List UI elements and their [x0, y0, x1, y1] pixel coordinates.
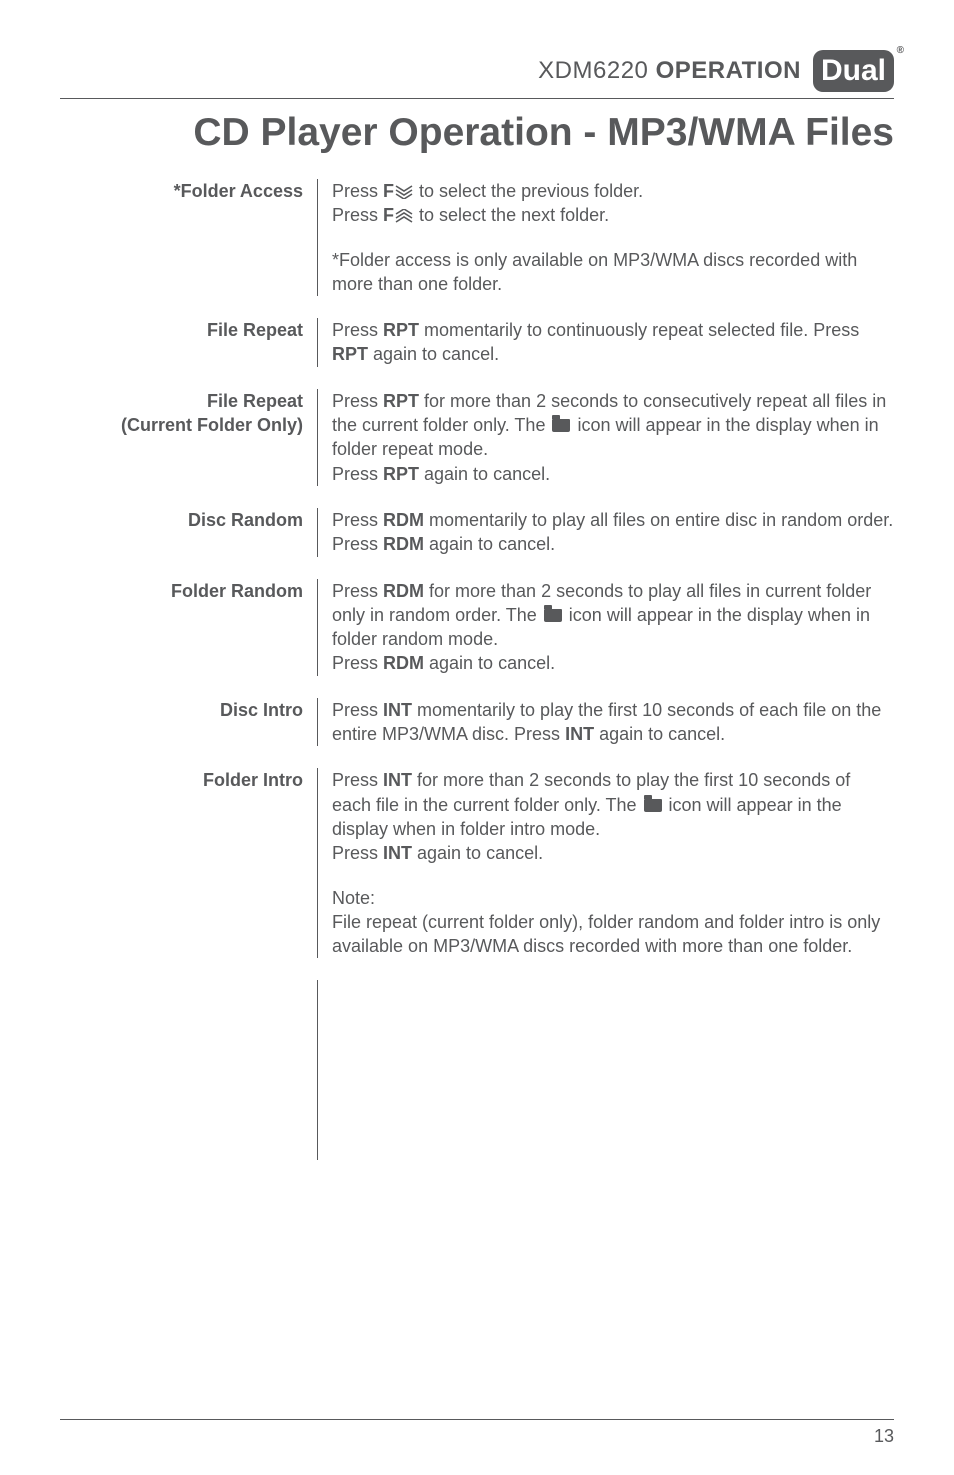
body-paragraph: Note:File repeat (current folder only), … — [332, 886, 894, 959]
footer: 13 — [60, 1419, 894, 1447]
header-text: XDM6220 OPERATION — [538, 57, 801, 85]
section-label: File Repeat(Current Folder Only) — [60, 389, 318, 486]
body-paragraph: Press RPT momentarily to continuously re… — [332, 318, 894, 367]
page-title: CD Player Operation - MP3/WMA Files — [60, 111, 894, 155]
header: XDM6220 OPERATION Dual — [60, 50, 894, 92]
section-row: Folder IntroPress INT for more than 2 se… — [60, 768, 894, 958]
header-rule — [60, 98, 894, 99]
section-label: Folder Intro — [60, 768, 318, 958]
section-body: Press RPT for more than 2 seconds to con… — [318, 389, 894, 486]
page-number: 13 — [60, 1426, 894, 1447]
section-label: File Repeat — [60, 318, 318, 367]
section-label: Disc Intro — [60, 698, 318, 747]
operation-label: OPERATION — [656, 57, 801, 84]
content-table: *Folder Access Press F to select the prev… — [60, 179, 894, 1160]
body-paragraph: Press RPT for more than 2 seconds to con… — [332, 389, 894, 486]
section-row: File Repeat(Current Folder Only)Press RP… — [60, 389, 894, 486]
section-label: *Folder Access — [60, 179, 318, 296]
body-paragraph: Press RDM momentarily to play all files … — [332, 508, 894, 557]
section-row: Disc Intro Press INT momentarily to play … — [60, 698, 894, 747]
section-body: Press INT for more than 2 seconds to pla… — [318, 768, 894, 958]
footer-rule — [60, 1419, 894, 1420]
spacer-row — [60, 980, 894, 1160]
body-paragraph: Press INT momentarily to play the first … — [332, 698, 894, 747]
body-paragraph: Press F to select the previous folder.Pr… — [332, 179, 894, 228]
section-label: Folder Random — [60, 579, 318, 676]
body-paragraph: Press RDM for more than 2 seconds to pla… — [332, 579, 894, 676]
body-paragraph: Press INT for more than 2 seconds to pla… — [332, 768, 894, 865]
section-body: Press INT momentarily to play the first … — [318, 698, 894, 747]
brand-logo: Dual — [813, 50, 894, 92]
spacer-body — [318, 980, 894, 1160]
section-row: Folder RandomPress RDM for more than 2 s… — [60, 579, 894, 676]
section-body: Press RPT momentarily to continuously re… — [318, 318, 894, 367]
section-row: *Folder Access Press F to select the prev… — [60, 179, 894, 296]
section-body: Press RDM momentarily to play all files … — [318, 508, 894, 557]
model-number: XDM6220 — [538, 57, 648, 84]
section-row: File Repeat Press RPT momentarily to cont… — [60, 318, 894, 367]
section-row: Disc Random Press RDM momentarily to play… — [60, 508, 894, 557]
spacer-label — [60, 980, 318, 1160]
body-paragraph: *Folder access is only available on MP3/… — [332, 248, 894, 297]
section-body: Press RDM for more than 2 seconds to pla… — [318, 579, 894, 676]
section-label: Disc Random — [60, 508, 318, 557]
section-body: Press F to select the previous folder.Pr… — [318, 179, 894, 296]
